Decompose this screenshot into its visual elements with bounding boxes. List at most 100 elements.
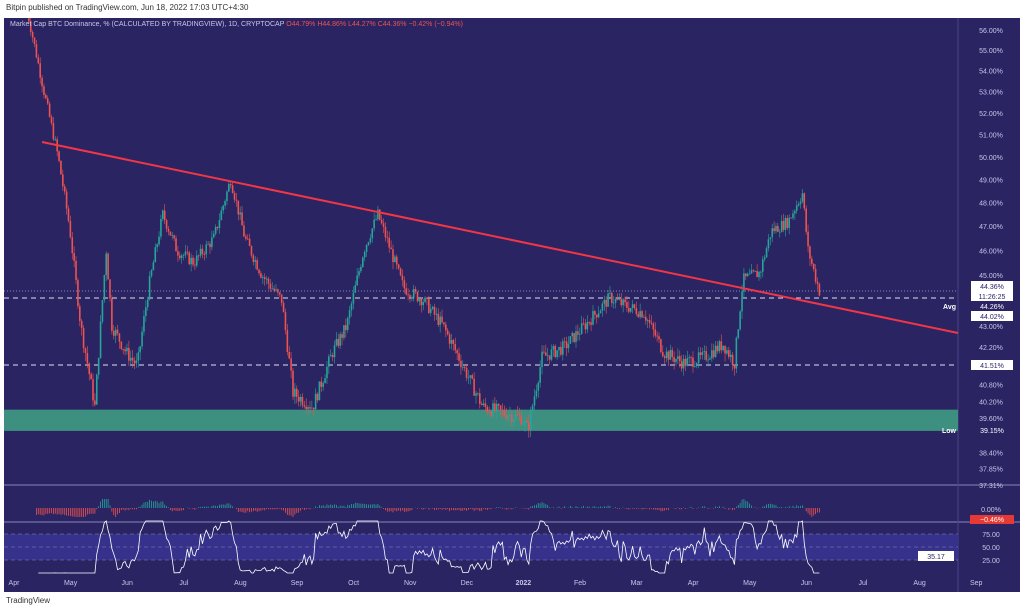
candle-body bbox=[373, 219, 375, 229]
candle-body bbox=[48, 103, 51, 117]
candle-body bbox=[760, 271, 762, 273]
candle-body bbox=[367, 242, 370, 245]
candle-body bbox=[403, 280, 406, 289]
candle-body bbox=[31, 31, 34, 38]
y-tick-label: 37.85% bbox=[979, 467, 1003, 474]
chart-svg[interactable]: 56.00% 55.00% 54.00% 53.00% 52.00% 51.00% 50.0… bbox=[4, 18, 1020, 592]
candle-body bbox=[812, 263, 815, 270]
candle-body bbox=[739, 311, 741, 330]
candle-body bbox=[169, 231, 172, 236]
candle-body bbox=[543, 351, 545, 353]
countdown-label: 11:26:25 bbox=[979, 294, 1006, 301]
candle-body bbox=[718, 341, 721, 352]
candle-body bbox=[722, 345, 724, 351]
level-label: 44.02% bbox=[980, 314, 1004, 321]
candle-body bbox=[105, 253, 108, 276]
chart-frame[interactable]: 56.00% 55.00% 54.00% 53.00% 52.00% 51.00% 50.0… bbox=[4, 18, 1020, 592]
candle-body bbox=[448, 334, 451, 344]
x-tick-label: Feb bbox=[574, 580, 586, 587]
x-tick-label: Sep bbox=[970, 580, 983, 587]
candle-body bbox=[331, 355, 334, 358]
candle-body bbox=[750, 270, 753, 274]
legend-high: H44.86% bbox=[317, 21, 347, 28]
candle-body bbox=[318, 381, 321, 401]
candle-body bbox=[333, 345, 336, 358]
x-tick-label: Jul bbox=[179, 580, 188, 587]
candle-body bbox=[548, 355, 551, 360]
candle-body bbox=[695, 363, 698, 367]
candle-body bbox=[192, 257, 194, 265]
candle-body bbox=[284, 312, 287, 331]
candle-body bbox=[173, 235, 175, 239]
candle-body bbox=[777, 226, 779, 232]
candle-body bbox=[607, 293, 609, 307]
candle-body bbox=[758, 271, 760, 278]
candle-body bbox=[795, 205, 798, 211]
candle-body bbox=[767, 239, 770, 249]
candle-body bbox=[560, 346, 562, 355]
candle-body bbox=[816, 281, 819, 284]
candle-body bbox=[382, 223, 385, 227]
candle-body bbox=[241, 212, 243, 226]
candle-body bbox=[65, 191, 68, 209]
candle-body bbox=[137, 352, 140, 361]
candle-body bbox=[586, 322, 589, 330]
candle-body bbox=[182, 255, 185, 256]
candle-body bbox=[454, 343, 457, 351]
candle-body bbox=[260, 273, 262, 278]
candle-body bbox=[507, 416, 509, 420]
x-tick-label: Oct bbox=[348, 580, 359, 587]
candle-body bbox=[577, 331, 579, 335]
candle-body bbox=[243, 225, 245, 237]
candle-body bbox=[743, 273, 745, 292]
low-text: Low bbox=[942, 428, 957, 435]
candle-body bbox=[426, 297, 428, 299]
candle-body bbox=[499, 405, 502, 410]
candle-body bbox=[133, 360, 136, 364]
candle-body bbox=[686, 358, 689, 366]
candle-body bbox=[561, 341, 564, 355]
candle-body bbox=[624, 299, 626, 303]
candle-body bbox=[699, 352, 702, 355]
candle-body bbox=[707, 359, 709, 361]
candle-body bbox=[467, 377, 470, 379]
candle-body bbox=[641, 311, 643, 318]
candle-body bbox=[748, 273, 751, 275]
candle-body bbox=[494, 403, 496, 411]
candle-body bbox=[116, 329, 119, 334]
candle-body bbox=[111, 298, 113, 331]
candle-body bbox=[782, 220, 785, 230]
candle-body bbox=[761, 259, 764, 272]
candle-body bbox=[754, 271, 757, 272]
candle-body bbox=[656, 335, 658, 337]
candle-body bbox=[79, 306, 81, 321]
x-tick-label: Jul bbox=[859, 580, 868, 587]
candle-body bbox=[733, 365, 736, 369]
y-tick-label: 54.00% bbox=[979, 69, 1003, 76]
candle-body bbox=[518, 414, 521, 416]
candle-body bbox=[465, 367, 468, 378]
candle-body bbox=[724, 345, 726, 354]
candle-body bbox=[199, 248, 202, 256]
candle-body bbox=[362, 257, 364, 267]
candle-body bbox=[94, 400, 96, 405]
candle-body bbox=[229, 184, 232, 186]
candle-body bbox=[395, 256, 398, 265]
candle-body bbox=[256, 260, 258, 270]
candle-body bbox=[601, 303, 604, 311]
candle-body bbox=[118, 333, 121, 342]
candle-body bbox=[603, 299, 606, 304]
y-tick-label: 40.20% bbox=[979, 399, 1003, 406]
candle-body bbox=[84, 348, 87, 353]
candle-body bbox=[188, 252, 191, 265]
last-price-label: 44.36% bbox=[980, 284, 1004, 291]
candle-body bbox=[541, 351, 543, 368]
avg-value-label: 44.26% bbox=[980, 304, 1004, 311]
candle-body bbox=[620, 299, 623, 306]
candle-body bbox=[669, 350, 672, 360]
candle-body bbox=[392, 249, 394, 263]
candle-body bbox=[324, 378, 326, 384]
candle-body bbox=[646, 320, 649, 321]
candle-body bbox=[75, 260, 77, 281]
candle-body bbox=[633, 304, 636, 309]
